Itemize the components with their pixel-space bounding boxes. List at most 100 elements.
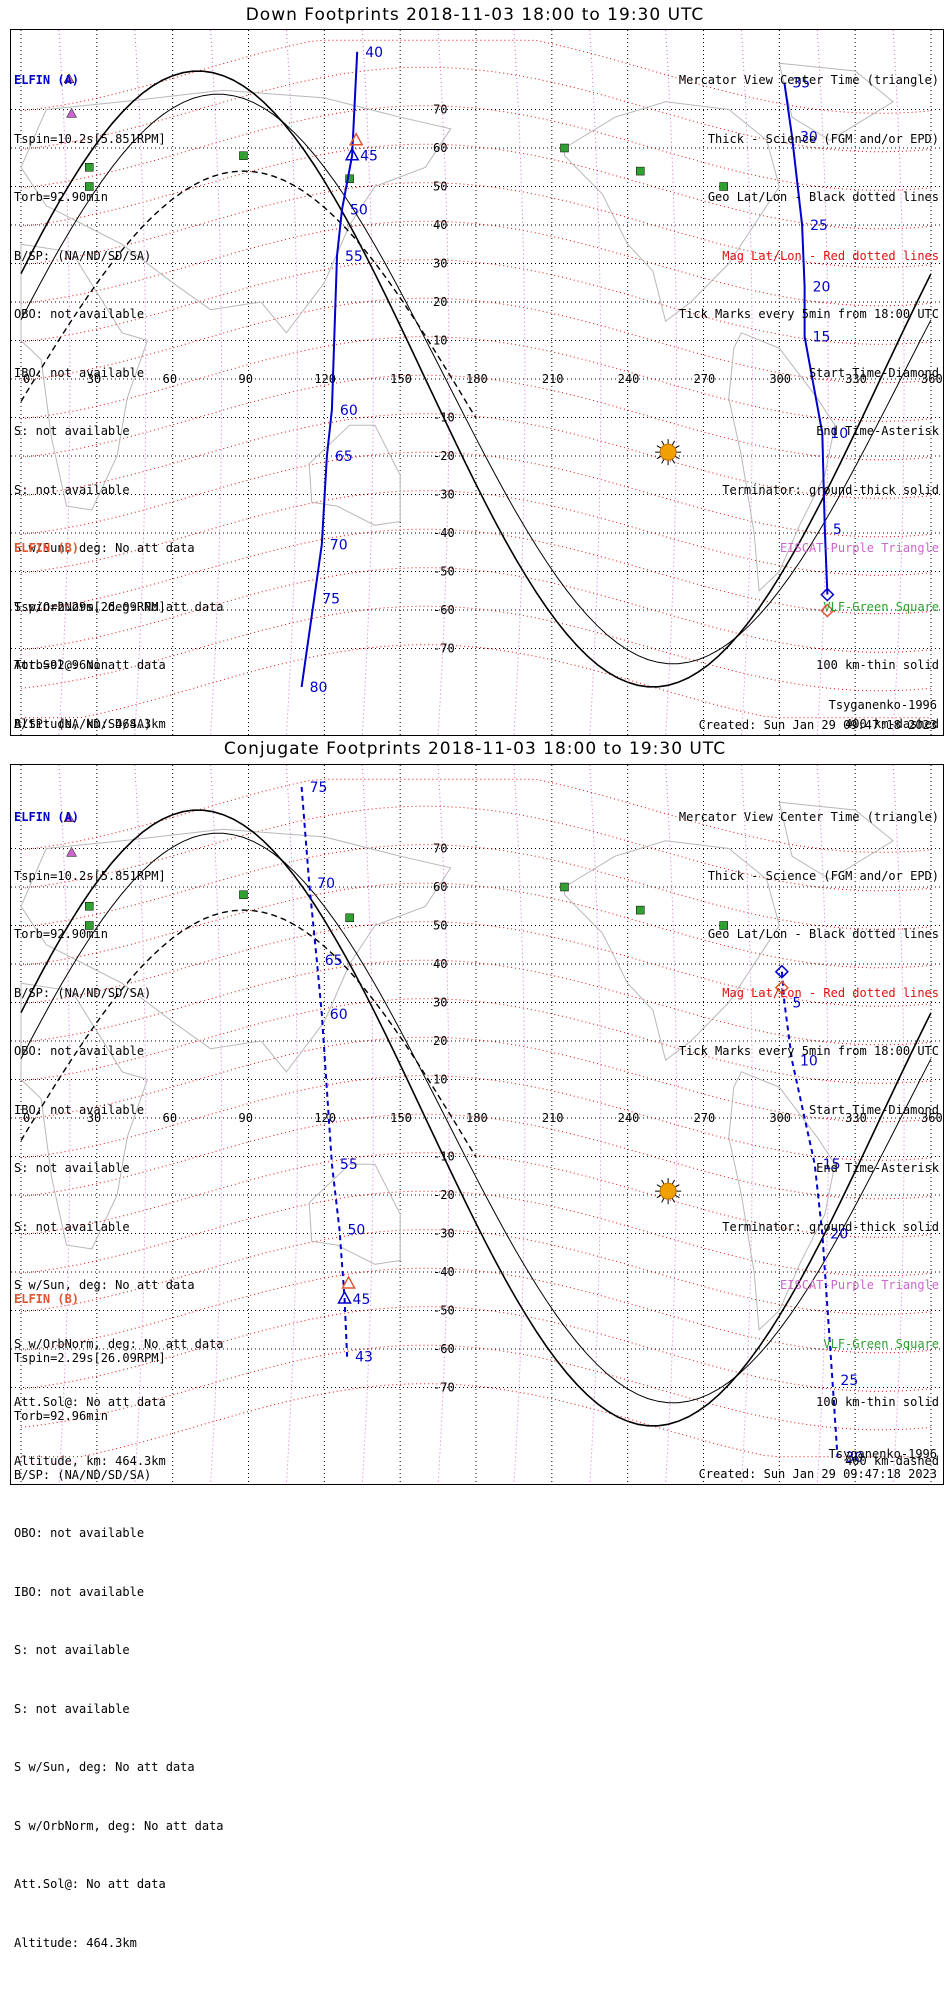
mag-parallel [20,1036,932,1123]
mag-meridian [285,30,298,735]
vlf-station-icon [560,882,569,892]
legend-line: 400 km-dashed [845,716,939,731]
mag-parallel [20,921,932,1007]
sun-ray [656,1194,662,1199]
coastline [20,243,149,511]
sun-ray [661,458,665,464]
lon-tick-label: 240 [618,372,640,386]
elfin-b-torb: Torb=92.96min [14,1409,108,1423]
terminator-ground [20,70,932,688]
elfin-a-s2: S: not available [14,1219,130,1234]
tick-minute-label: 25 [810,218,828,234]
lat-tick-label: -10 [433,1150,455,1164]
vlf-station-icon [345,913,354,923]
lat-tick-label: 40 [433,218,447,232]
lon-tick-label: 30 [87,372,101,386]
mag-parallel [20,66,932,153]
legend-line: Mercator View Center Time (triangle) [678,73,939,87]
mag-parallel [20,220,932,307]
lat-tick-label: -40 [433,1265,455,1279]
elfin-b-attsol: Att.Sol@: No att data [14,1877,166,1891]
mag-meridian [361,765,374,1484]
coastline [564,101,780,323]
vlf-station-icon [85,163,94,172]
elfin-a-footprint-track [300,51,359,688]
elfin-a-s1: S: not available [14,424,130,438]
sun-ray [671,1179,676,1185]
mag-meridian [816,30,829,735]
mag-parallel [20,1306,932,1392]
mag-parallel [20,297,932,384]
lon-tick-label: 180 [466,372,488,386]
eiscat-triangle-icon [66,107,77,118]
legend-line: Geo Lat/Lon - Black dotted lines [707,927,939,941]
mag-parallel [20,1344,932,1431]
mag-meridian [589,765,602,1484]
mag-meridian [740,30,753,735]
tick-minute-label: 55 [340,1157,358,1173]
mag-meridian [513,765,526,1484]
lon-tick-label: 360 [921,372,943,386]
elfin-a-attsol: Att.Sol@: No att data [14,658,166,672]
legend-line: Start Time-Diamond [808,365,939,380]
conjugate-footprints-map: 0 30 60 90 120 150 180 210 240 270 300 330 360 70 60 50… [10,764,944,1950]
coastline [564,840,780,1062]
sun-ray [674,1194,680,1199]
mag-parallel [20,1267,932,1354]
legend-line: End Time-Asterisk [816,1161,939,1175]
mag-parallel [20,451,932,538]
lat-tick-label: 50 [433,180,447,194]
elfin-a-sworb: S w/OrbNorm, deg: No att data [14,599,224,614]
start-time-diamond-icon [820,587,835,602]
mag-parallel [20,1075,932,1161]
tick-minute-label: 50 [350,203,368,219]
legend-line: Tick Marks every 5min from 18:00 UTC [678,1044,939,1058]
created-timestamp: Created: Sun Jan 29 09:47:18 2023 [698,1467,937,1481]
down-footprints-map: 0 30 60 90 120 150 180 210 240 270 300 330 360 70 60 50… [10,29,944,1199]
vlf-station-icon [719,921,728,930]
elfin-a-ibo: IBO: not available [14,365,145,380]
vlf-station-icon [636,166,645,176]
mag-parallel [20,182,932,268]
sun-ray [661,440,665,446]
lat-tick-label: 30 [433,996,447,1010]
sun-ray [656,445,662,449]
sun-ray [671,440,676,446]
tick-minute-label: 20 [813,280,831,296]
sun-ray [671,458,676,464]
sun-ray [674,445,680,449]
tick-minute-label: 5 [792,996,801,1012]
lon-tick-label: 150 [390,372,412,386]
elfin-a-sworb: S w/OrbNorm, deg: No att data [14,1336,224,1351]
model-label: Tsyganenko-1996 [828,1447,937,1461]
map-canvas: 0 30 60 90 120 150 180 210 240 270 300 330 360 70 60 50… [11,30,943,735]
lon-tick-label: 30 [87,1111,101,1125]
map-canvas: 0 30 60 90 120 150 180 210 240 270 300 330 360 70 60 50… [11,765,943,1484]
legend-line: 100 km-thin solid [816,658,939,672]
sun-ray [661,1197,665,1203]
center-time-triangle-icon [341,1275,356,1289]
lat-tick-label: 30 [433,257,447,271]
lat-tick-label: 40 [433,957,447,971]
legend-line: Thick - Science (FGM and/or EPD) [707,131,939,146]
lat-tick-label: 70 [433,842,447,856]
mag-meridian [58,30,71,735]
tick-minute-label: 15 [813,330,831,346]
lat-tick-label: -10 [433,411,455,425]
lon-tick-label: 300 [769,1111,791,1125]
mag-parallel [20,528,932,615]
lat-tick-label: 50 [433,919,447,933]
mag-parallel [20,1229,932,1315]
lon-tick-label: 0 [23,372,30,386]
lon-tick-label: 300 [769,372,791,386]
lon-tick-label: 60 [163,1111,177,1125]
elfin-a-altitude: Altitude, km: 464.3km [14,716,166,731]
elfin-a-name: ELFIN (A) [14,73,80,87]
elfin-a-footprint-track [300,786,349,1357]
lat-tick-label: -50 [433,565,455,579]
terminator-400km [20,170,477,419]
mag-parallel [20,959,932,1046]
sun-ray [656,1184,662,1188]
elfin-a-info: ELFIN (A) Tspin=10.2s[5.851RPM] Torb=92.… [14,769,224,1510]
tick-minute-label: 70 [317,876,335,892]
